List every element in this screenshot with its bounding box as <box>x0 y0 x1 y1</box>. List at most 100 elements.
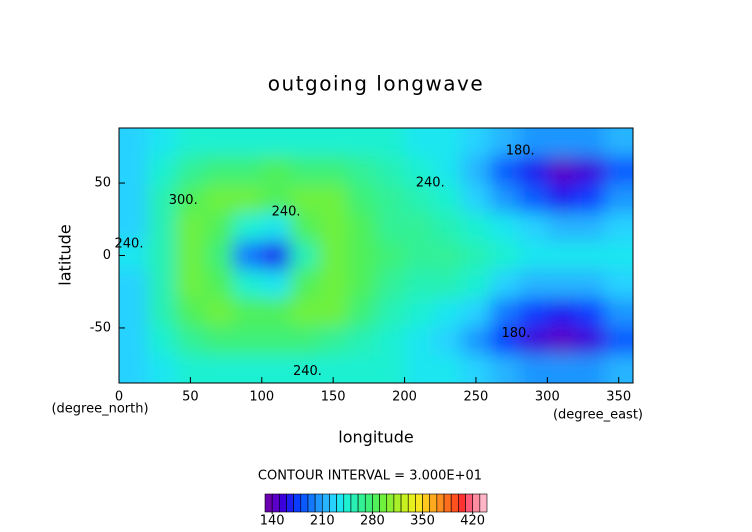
field-cell <box>461 128 491 157</box>
field-cell <box>404 326 434 356</box>
field-cell <box>461 241 491 271</box>
x-tick-label: 150 <box>321 390 346 405</box>
contour-label: 300. <box>169 193 198 208</box>
y-axis-label: latitude <box>56 224 75 285</box>
y-tick-label: -50 <box>90 320 111 335</box>
colorbar-swatch <box>372 493 380 513</box>
field-cell <box>433 354 463 383</box>
colorbar-swatch <box>329 493 337 513</box>
colorbar-swatch <box>264 493 273 513</box>
field-cell <box>404 269 434 299</box>
colorbar-swatch <box>357 493 366 513</box>
field-cell <box>461 269 491 299</box>
field-cell <box>376 298 406 327</box>
field-cell <box>204 241 234 271</box>
field-cell <box>318 128 348 157</box>
field-cell <box>604 212 633 242</box>
field-cell <box>461 156 491 186</box>
field-cell <box>376 184 406 214</box>
field-cell <box>261 241 291 271</box>
field-cell <box>490 241 520 271</box>
colorbar-swatch <box>472 493 481 513</box>
colorbar-swatch <box>443 493 452 513</box>
y-tick-label: 0 <box>103 248 111 263</box>
colorbar-swatch <box>479 493 488 513</box>
field-cell <box>547 326 577 356</box>
field-cell <box>604 326 633 356</box>
field-cell <box>404 212 434 242</box>
field-cell <box>290 156 320 186</box>
field-cell <box>404 354 434 383</box>
x-tick-label: 50 <box>182 390 199 405</box>
field-cell <box>119 326 149 356</box>
field-cell <box>204 326 234 356</box>
field-cell <box>575 354 605 383</box>
overlay: 300. 240. 240. 240. 240. 180. 180. 0 50 100 150 200… <box>90 127 634 529</box>
colorbar-swatch <box>379 493 388 513</box>
field-cell <box>376 269 406 299</box>
contour-label: 240. <box>416 176 445 191</box>
field-cell <box>376 326 406 356</box>
field-cell <box>490 269 520 299</box>
field-cell <box>119 156 149 186</box>
colorbar-swatch <box>271 493 280 513</box>
field-cell <box>518 241 548 271</box>
colorbar-tick-label: 350 <box>410 514 435 529</box>
field-cell <box>575 326 605 356</box>
field-cell <box>547 354 577 383</box>
field-cell <box>433 269 463 299</box>
field-cell <box>347 298 377 327</box>
field-cell <box>547 212 577 242</box>
contour-note: CONTOUR INTERVAL = 3.000E+01 <box>258 469 482 484</box>
field-cell <box>433 184 463 214</box>
field-cell <box>547 298 577 327</box>
field-cell <box>147 269 177 299</box>
colorbar-swatch <box>307 493 316 513</box>
field-cell <box>204 128 234 157</box>
field-cell <box>119 269 149 299</box>
field-cell <box>575 184 605 214</box>
field-cell <box>261 298 291 327</box>
field-cell <box>176 354 206 383</box>
field-cell <box>233 354 263 383</box>
field-cell <box>461 326 491 356</box>
field-cell <box>461 184 491 214</box>
field-cell <box>490 354 520 383</box>
field-cell <box>290 269 320 299</box>
field-cell <box>433 241 463 271</box>
contour-label: 240. <box>272 205 301 220</box>
field-cell <box>204 212 234 242</box>
colorbar-tick-label: 280 <box>360 514 385 529</box>
field-cell <box>290 326 320 356</box>
field-cell <box>518 298 548 327</box>
field-cell <box>318 269 348 299</box>
colorbar-swatch <box>286 493 294 513</box>
field-cell <box>204 156 234 186</box>
field-cell <box>347 184 377 214</box>
field-cell <box>347 354 377 383</box>
field-cell <box>433 326 463 356</box>
field-cell <box>119 354 149 383</box>
field-cell <box>119 212 149 242</box>
field-cell <box>233 326 263 356</box>
colorbar-swatch <box>336 493 345 513</box>
contour-label: 240. <box>293 364 322 379</box>
field-cell <box>575 212 605 242</box>
field-cell <box>290 128 320 157</box>
field-cell <box>318 326 348 356</box>
field-cell <box>518 354 548 383</box>
field-cell <box>347 128 377 157</box>
colorbar-swatch <box>279 493 287 513</box>
field <box>119 128 633 383</box>
field-cell <box>490 156 520 186</box>
colorbar-swatch <box>386 493 395 513</box>
field-cell <box>119 298 149 327</box>
field-cell <box>404 156 434 186</box>
field-cell <box>518 326 548 356</box>
field-cell <box>318 241 348 271</box>
field-cell <box>318 212 348 242</box>
field-cell <box>376 156 406 186</box>
field-cell <box>490 128 520 157</box>
field-cell <box>490 326 520 356</box>
